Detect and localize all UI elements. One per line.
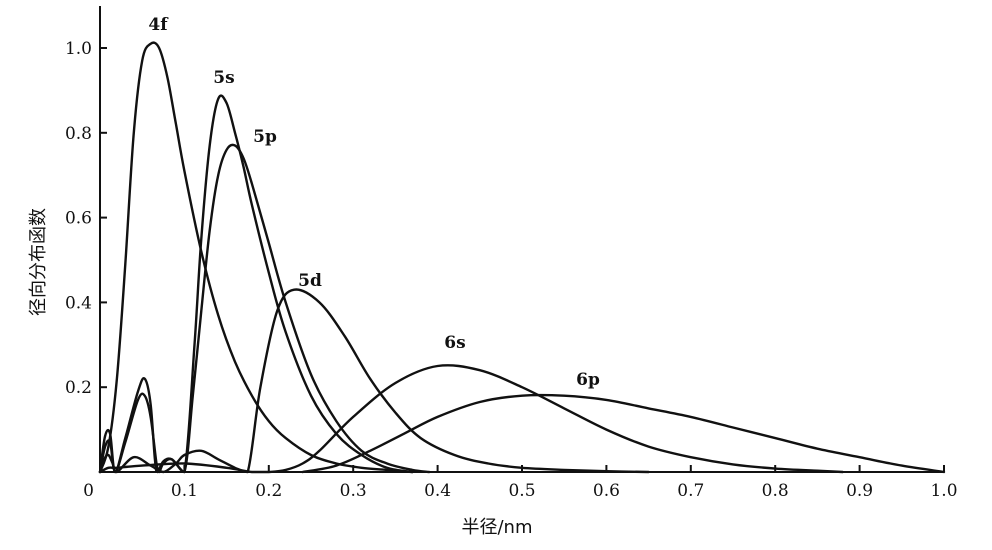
x-tick-label: 0.3 <box>340 481 367 501</box>
series-line-6p <box>301 393 946 474</box>
series-label-4f: 4f <box>148 15 169 35</box>
x-axis-title: 半径/nm <box>461 517 532 538</box>
y-tick-label: 0.8 <box>65 124 92 144</box>
series-line-4f <box>98 41 414 474</box>
series-line-5p <box>98 143 431 474</box>
x-tick-label: 0 <box>83 481 94 501</box>
x-tick-label: 0.6 <box>593 481 620 501</box>
x-tick-label: 0.1 <box>171 481 198 501</box>
series-label-6p: 6p <box>576 370 600 390</box>
series-line-6s <box>98 364 844 474</box>
y-tick-label: 1.0 <box>65 39 92 59</box>
x-tick-label: 0.5 <box>508 481 535 501</box>
y-axis-title: 径向分布函数 <box>28 208 49 316</box>
x-tick-label: 0.4 <box>424 481 451 501</box>
y-ticks: 0.2 0.4 0.6 0.8 1.0 <box>65 39 107 398</box>
x-tick-label: 0.2 <box>255 481 282 501</box>
x-tick-label: 0.9 <box>846 481 873 501</box>
series-label-5p: 5p <box>253 127 277 147</box>
x-ticks: 0 0.1 0.2 0.3 0.4 0.5 0.6 0.7 0.8 0.9 1.0 <box>83 465 958 501</box>
x-tick-label: 1.0 <box>930 481 957 501</box>
series-line-5d <box>98 288 650 474</box>
series-labels: 4f 5s 5p 5d 6s 6p <box>148 15 600 390</box>
series-label-5s: 5s <box>213 68 234 88</box>
x-tick-label: 0.8 <box>762 481 789 501</box>
y-tick-label: 0.6 <box>65 209 92 229</box>
y-tick-label: 0.4 <box>65 293 92 313</box>
series-label-6s: 6s <box>444 333 465 353</box>
series-line-5s <box>98 94 414 474</box>
series-label-5d: 5d <box>298 271 322 291</box>
y-tick-label: 0.2 <box>65 378 92 398</box>
x-tick-label: 0.7 <box>677 481 704 501</box>
curves <box>98 41 946 474</box>
